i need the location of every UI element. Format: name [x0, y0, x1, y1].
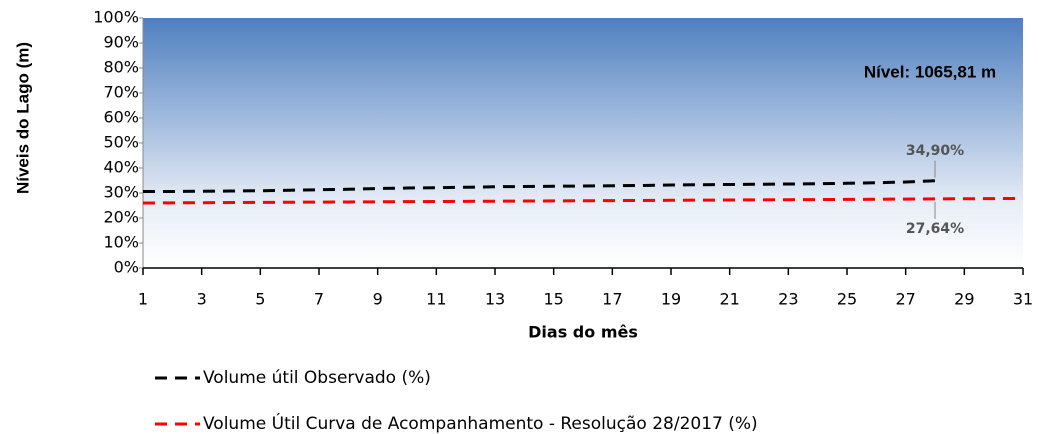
data-label: 34,90%	[906, 143, 964, 159]
y-tick-label: 10%	[103, 233, 139, 252]
plot-area	[143, 18, 1023, 268]
x-tick-label: 17	[602, 290, 622, 309]
x-tick-label: 29	[954, 290, 974, 309]
x-tick-label: 11	[426, 290, 446, 309]
x-tick-label: 25	[837, 290, 857, 309]
x-tick-label: 15	[543, 290, 563, 309]
x-axis-title: Dias do mês	[528, 323, 638, 342]
x-tick-label: 3	[197, 290, 207, 309]
x-tick-label: 19	[661, 290, 681, 309]
x-tick-label: 5	[255, 290, 265, 309]
y-tick-label: 80%	[103, 58, 139, 77]
y-tick-label: 90%	[103, 33, 139, 52]
x-tick-label: 7	[314, 290, 324, 309]
x-tick-label: 1	[138, 290, 148, 309]
data-label: 27,64%	[906, 221, 964, 237]
y-tick-label: 100%	[93, 8, 139, 27]
legend-label: Volume útil Observado (%)	[203, 368, 431, 388]
y-tick-label: 70%	[103, 83, 139, 102]
series-line	[143, 179, 936, 193]
x-tick-label: 13	[485, 290, 505, 309]
x-tick-label: 9	[373, 290, 383, 309]
y-tick-label: 50%	[103, 133, 139, 152]
x-tick-label: 21	[719, 290, 739, 309]
y-axis-title: Níveis do Lago (m)	[13, 42, 32, 194]
y-tick-label: 40%	[103, 158, 139, 177]
y-tick-label: 60%	[103, 108, 139, 127]
y-tick-label: 0%	[114, 258, 139, 277]
y-tick-label: 20%	[103, 208, 139, 227]
x-tick-label: 27	[895, 290, 915, 309]
series-line	[142, 196, 1024, 205]
legend-label: Volume Útil Curva de Acompanhamento - Re…	[203, 412, 758, 434]
y-tick-label: 30%	[103, 183, 139, 202]
annotation: Nível: 1065,81 m	[864, 62, 996, 81]
x-tick-label: 31	[1013, 290, 1033, 309]
x-tick-label: 23	[778, 290, 798, 309]
